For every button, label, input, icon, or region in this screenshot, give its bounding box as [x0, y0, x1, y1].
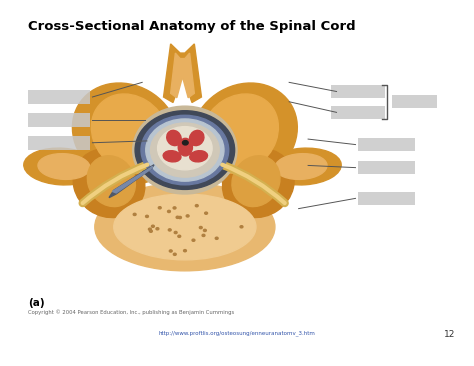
Circle shape	[195, 205, 198, 207]
Circle shape	[202, 234, 205, 236]
Circle shape	[156, 228, 159, 230]
Circle shape	[203, 229, 206, 232]
Circle shape	[169, 250, 172, 252]
Circle shape	[186, 215, 189, 217]
Circle shape	[183, 250, 186, 252]
FancyBboxPatch shape	[331, 85, 385, 98]
FancyBboxPatch shape	[358, 138, 415, 151]
Text: http://www.proftlis.org/osteosung/enneuranatomv_3.htm: http://www.proftlis.org/osteosung/enneur…	[159, 330, 315, 336]
Circle shape	[167, 210, 170, 213]
Ellipse shape	[95, 183, 275, 271]
Text: 12: 12	[444, 330, 455, 339]
Circle shape	[173, 253, 176, 255]
FancyArrowPatch shape	[82, 165, 147, 203]
Text: Cross-Sectional Anatomy of the Spinal Cord: Cross-Sectional Anatomy of the Spinal Co…	[28, 20, 356, 33]
FancyArrowPatch shape	[222, 165, 285, 203]
Ellipse shape	[133, 106, 237, 194]
Polygon shape	[171, 53, 194, 98]
Ellipse shape	[73, 83, 179, 184]
Ellipse shape	[190, 151, 208, 162]
Circle shape	[146, 215, 148, 217]
FancyBboxPatch shape	[358, 192, 415, 205]
Ellipse shape	[73, 149, 145, 217]
Ellipse shape	[275, 154, 327, 179]
Circle shape	[152, 225, 155, 227]
FancyBboxPatch shape	[28, 136, 90, 150]
FancyArrowPatch shape	[222, 165, 285, 203]
Ellipse shape	[190, 130, 204, 146]
Ellipse shape	[167, 130, 181, 146]
Circle shape	[200, 227, 202, 229]
Circle shape	[149, 230, 152, 232]
Circle shape	[173, 207, 176, 209]
Polygon shape	[112, 167, 153, 193]
FancyArrowPatch shape	[82, 165, 147, 203]
Circle shape	[174, 231, 177, 234]
Circle shape	[215, 237, 218, 239]
Polygon shape	[164, 44, 201, 102]
Ellipse shape	[163, 151, 181, 162]
Circle shape	[179, 216, 182, 219]
Circle shape	[158, 207, 161, 209]
Ellipse shape	[141, 115, 229, 185]
Ellipse shape	[91, 94, 169, 173]
Circle shape	[176, 216, 179, 219]
Polygon shape	[109, 165, 154, 198]
Text: (a): (a)	[28, 298, 45, 308]
Circle shape	[168, 229, 171, 231]
Ellipse shape	[135, 111, 235, 189]
Ellipse shape	[178, 138, 192, 156]
Circle shape	[178, 235, 181, 238]
Ellipse shape	[114, 194, 256, 260]
Ellipse shape	[232, 156, 280, 206]
Circle shape	[205, 212, 208, 214]
Circle shape	[148, 228, 151, 230]
Ellipse shape	[146, 119, 224, 181]
FancyBboxPatch shape	[331, 106, 385, 119]
Ellipse shape	[222, 149, 294, 217]
FancyBboxPatch shape	[358, 161, 415, 174]
FancyBboxPatch shape	[28, 113, 90, 127]
Ellipse shape	[191, 83, 297, 184]
Circle shape	[133, 213, 136, 216]
Text: Copyright © 2004 Pearson Education, Inc., publishing as Benjamin Cummings: Copyright © 2004 Pearson Education, Inc.…	[28, 309, 235, 315]
Ellipse shape	[151, 123, 219, 177]
Ellipse shape	[157, 127, 212, 170]
Ellipse shape	[38, 154, 90, 179]
Circle shape	[192, 239, 195, 241]
FancyBboxPatch shape	[28, 90, 90, 104]
Ellipse shape	[265, 148, 341, 185]
Circle shape	[182, 141, 188, 145]
FancyBboxPatch shape	[392, 95, 437, 108]
Ellipse shape	[201, 94, 278, 173]
Circle shape	[240, 226, 243, 228]
Ellipse shape	[24, 148, 100, 185]
Ellipse shape	[87, 156, 136, 206]
